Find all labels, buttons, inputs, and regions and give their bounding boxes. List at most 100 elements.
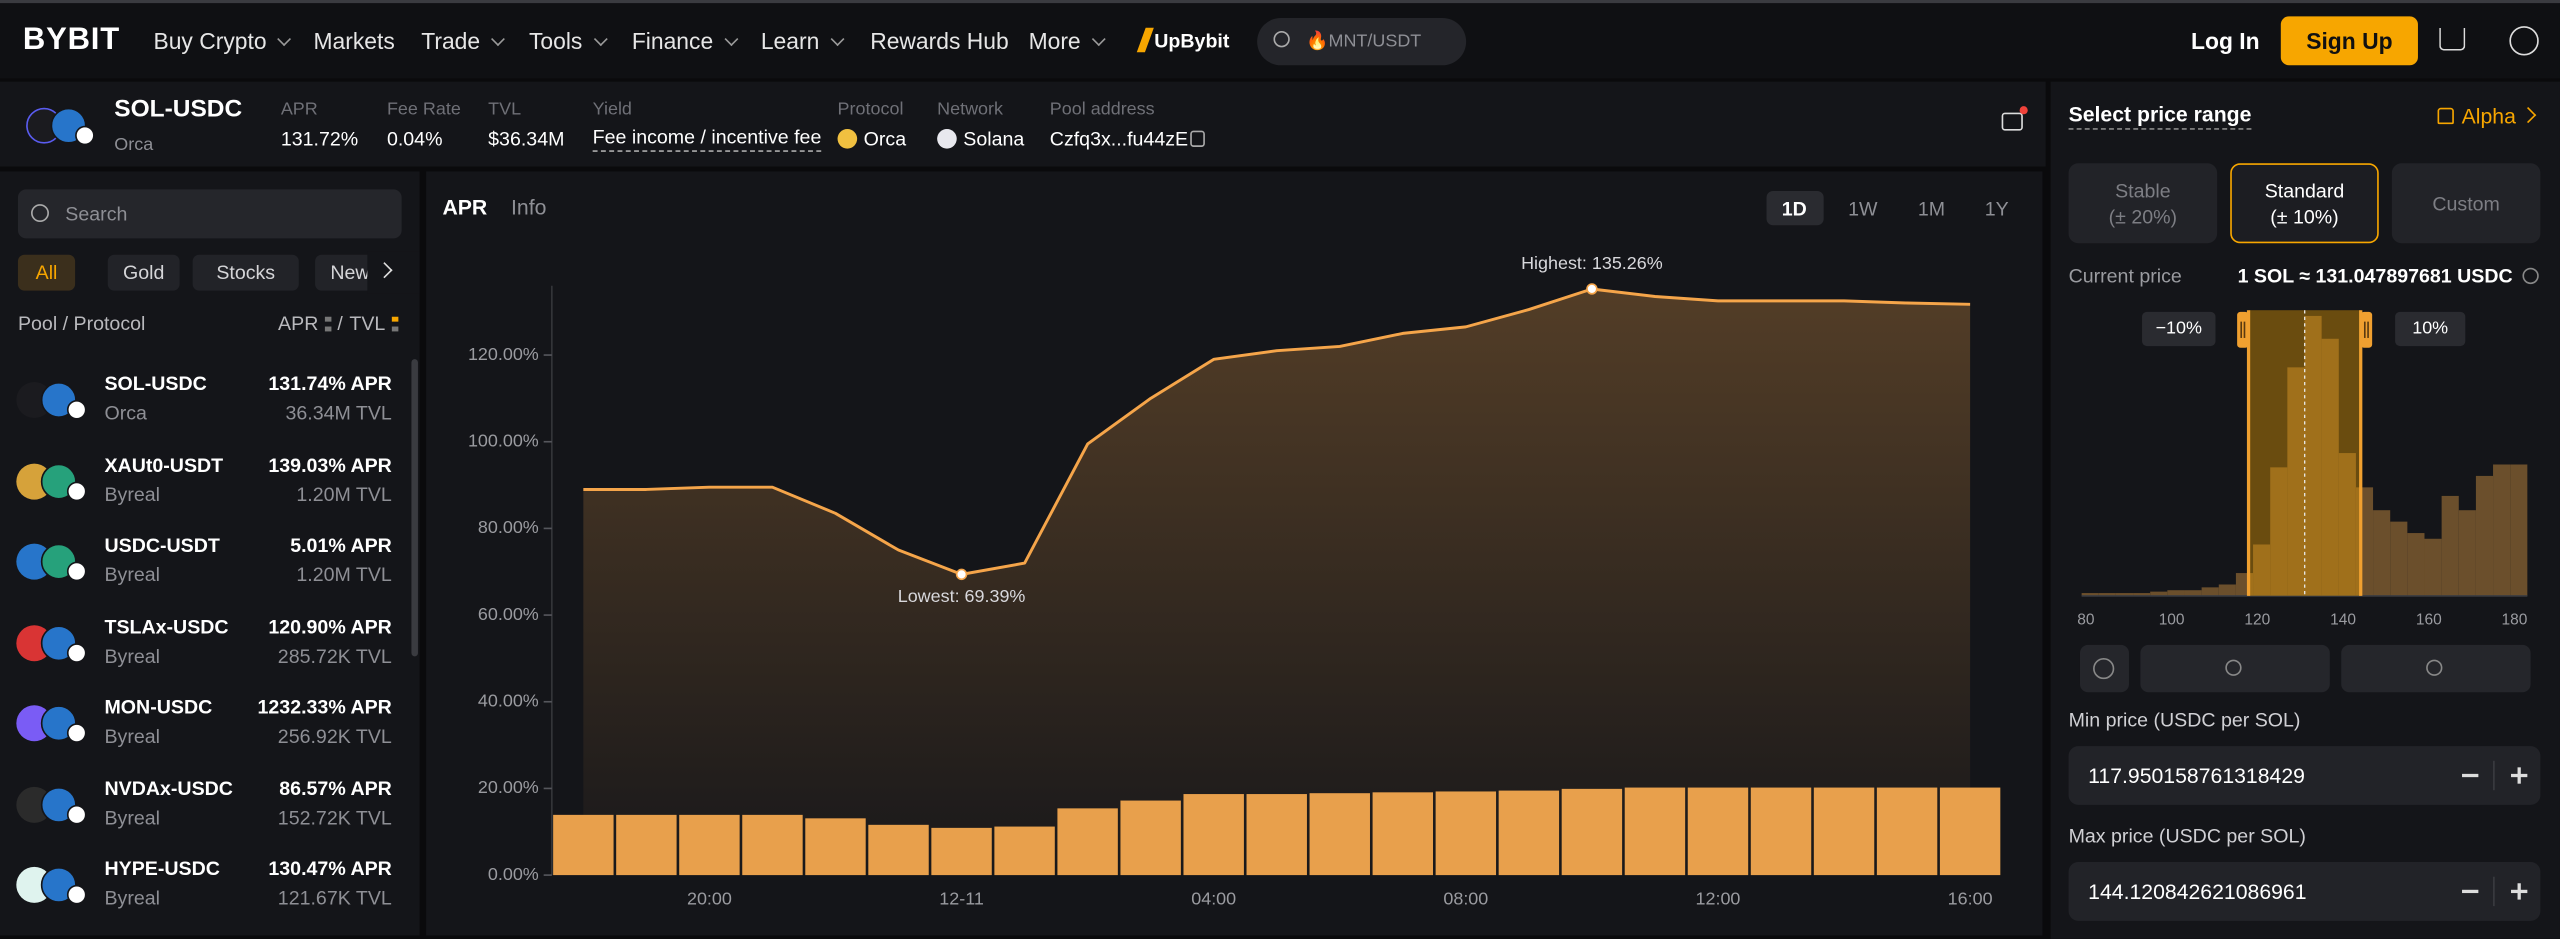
liquidity-bar <box>2150 591 2168 596</box>
bar <box>1939 787 2001 876</box>
preset-name[interactable]: Standard <box>2264 179 2345 203</box>
nav-item[interactable]: Learn <box>761 28 845 54</box>
y-tick-label: 120.00% <box>468 344 539 364</box>
login[interactable]: Log In <box>2191 27 2260 54</box>
bar <box>1057 808 1118 876</box>
stat-value[interactable]: Fee income / incentive fee <box>592 126 822 152</box>
max-input[interactable] <box>2068 862 2541 921</box>
annotation: Lowest: 69.39% <box>898 586 1026 606</box>
extreme-point <box>955 568 968 581</box>
preset-range[interactable]: (± 20%) <box>2108 205 2178 229</box>
nav-item[interactable]: Tools <box>529 28 608 54</box>
bar <box>868 824 929 876</box>
panel-toggle-icon[interactable] <box>2001 112 2023 131</box>
minus-icon[interactable] <box>2462 889 2479 893</box>
logo[interactable]: BYBIT <box>22 22 120 58</box>
preset-button[interactable] <box>2391 163 2541 244</box>
min-input[interactable] <box>2068 746 2541 805</box>
liquidity-bar <box>2407 533 2425 596</box>
x-tick-label: 20:00 <box>687 888 732 908</box>
min-value[interactable]: 117.950158761318429 <box>2088 763 2305 788</box>
filter-text[interactable]: Gold <box>122 261 165 285</box>
liquidity-bar <box>2167 590 2185 596</box>
range-button[interactable]: 1W <box>1848 196 1878 220</box>
stat-value[interactable]: Czfq3x...fu44zE <box>1049 127 1189 151</box>
divider <box>2493 760 2495 791</box>
stat-value: Orca <box>863 127 907 151</box>
max-value[interactable]: 144.120842621086961 <box>2088 879 2307 904</box>
plus-v <box>2517 882 2521 900</box>
x-tick-label: 12:00 <box>1696 888 1741 908</box>
nav-item[interactable]: Markets <box>313 27 395 54</box>
list-header-tvl[interactable]: TVL <box>349 311 386 335</box>
row-icon-badge <box>66 804 87 824</box>
range-button[interactable]: 1M <box>1917 196 1946 220</box>
row-name: NVDAx-USDC <box>104 776 233 800</box>
stat-label: Yield <box>592 99 632 120</box>
signup-button[interactable] <box>2280 16 2418 66</box>
row-icon-badge <box>66 480 87 501</box>
promo[interactable]: UpBybit <box>1154 29 1230 53</box>
y-tick-label: 0.00% <box>488 864 539 884</box>
row-name: MON-USDC <box>104 695 213 719</box>
stat-value: 131.72% <box>280 127 359 151</box>
x-tick-label: 16:00 <box>1948 888 1993 908</box>
row-apr: 120.90% APR <box>268 614 392 638</box>
nav-item[interactable]: Buy Crypto <box>153 28 292 54</box>
preset-button[interactable] <box>2230 163 2379 244</box>
nav-item[interactable]: Finance <box>632 28 739 54</box>
tvl-sort[interactable] <box>391 316 399 332</box>
range-button[interactable]: 1Y <box>1984 196 2009 220</box>
preset-button[interactable] <box>2068 163 2218 244</box>
extreme-point <box>1586 283 1598 295</box>
filter-text[interactable]: All <box>35 261 58 285</box>
list-header-pool: Pool / Protocol <box>17 311 146 335</box>
preset-name[interactable]: Custom <box>2432 192 2500 216</box>
range-handle[interactable] <box>2360 311 2373 348</box>
filter-chip[interactable] <box>192 254 299 291</box>
nav-item[interactable]: Rewards Hub <box>870 27 1009 54</box>
preset-name[interactable]: Stable <box>2115 179 2171 203</box>
divider <box>2493 876 2495 907</box>
signup-text[interactable]: Sign Up <box>2306 27 2393 54</box>
chart-tab[interactable]: APR <box>442 195 488 220</box>
row-apr: 131.74% APR <box>268 372 392 396</box>
bar <box>1687 787 1749 876</box>
filter-text[interactable]: Stocks <box>216 261 276 285</box>
liquidity-bar <box>2218 584 2236 596</box>
x-tick-label: 08:00 <box>1443 888 1488 908</box>
stat-label: Protocol <box>837 99 904 120</box>
filter-chip[interactable] <box>17 254 76 291</box>
range-button[interactable]: 1D <box>1781 196 1807 220</box>
nav-item[interactable]: Trade <box>421 28 505 54</box>
apr-line <box>583 287 1971 576</box>
bar <box>1372 792 1434 876</box>
nav-item[interactable]: More <box>1029 28 1106 54</box>
row-icon-badge <box>66 642 87 663</box>
list-header-apr[interactable]: APR <box>278 311 319 335</box>
liquidity-bar <box>2115 593 2134 596</box>
apr-sort[interactable] <box>324 316 332 332</box>
swap-icon[interactable] <box>2522 267 2539 285</box>
row-tvl: 285.72K TVL <box>277 644 392 667</box>
filter-chip[interactable] <box>107 254 180 291</box>
row-name: XAUt0-USDT <box>104 453 224 476</box>
download-icon[interactable] <box>2439 27 2466 51</box>
globe-icon[interactable] <box>2509 26 2539 56</box>
row-icon-badge <box>66 723 87 743</box>
row-name: USDC-USDT <box>104 533 220 557</box>
upper-pct: 10% <box>2412 318 2448 338</box>
sidebar-search[interactable] <box>17 189 402 239</box>
copy-icon[interactable] <box>1190 130 1205 147</box>
alpha-link[interactable]: Alpha <box>2461 103 2516 129</box>
preset-range[interactable]: (± 10%) <box>2270 205 2339 229</box>
liquidity-tick-label: 180 <box>2502 612 2528 629</box>
search-box[interactable] <box>1257 17 1467 66</box>
chart-tab[interactable]: Info <box>511 195 547 220</box>
liquidity-bar <box>2081 593 2099 596</box>
range-handle[interactable] <box>2237 311 2249 348</box>
solana-icon <box>937 128 957 149</box>
x-tick-label: 12-11 <box>939 888 984 908</box>
stat-label: TVL <box>488 99 522 120</box>
minus-icon[interactable] <box>2462 773 2479 777</box>
